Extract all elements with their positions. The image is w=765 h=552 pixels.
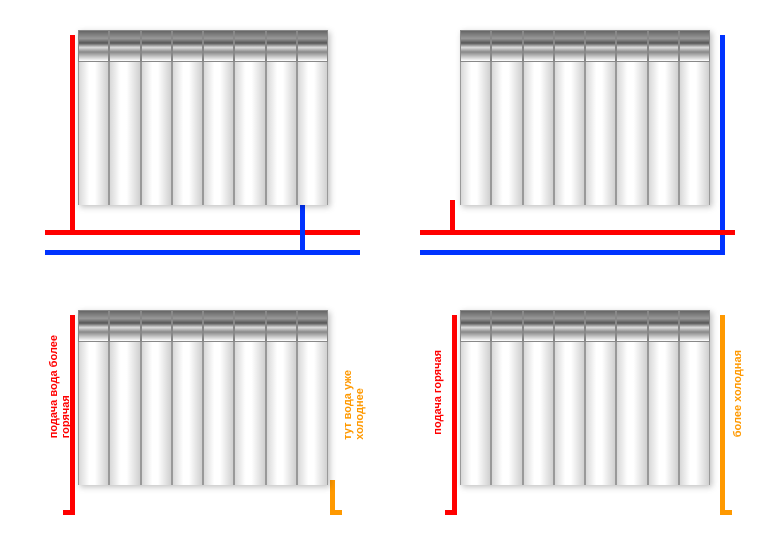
radiator-section bbox=[203, 62, 234, 206]
radiator bbox=[460, 30, 710, 205]
radiator-section bbox=[679, 342, 710, 486]
radiator-section-top bbox=[460, 310, 491, 342]
radiator-section bbox=[297, 342, 328, 486]
warm-pipe bbox=[720, 510, 732, 515]
radiator-top bbox=[78, 310, 328, 342]
radiator-section-top bbox=[585, 30, 616, 62]
radiator-section-top bbox=[141, 310, 172, 342]
radiator-section bbox=[203, 342, 234, 486]
radiator-section-top bbox=[679, 310, 710, 342]
radiator-section bbox=[491, 62, 522, 206]
radiator-section bbox=[648, 62, 679, 206]
radiator-section bbox=[266, 62, 297, 206]
radiator-section-top bbox=[172, 310, 203, 342]
radiator-section-top bbox=[78, 310, 109, 342]
radiator-section bbox=[554, 62, 585, 206]
radiator-section-top bbox=[203, 310, 234, 342]
warm-pipe bbox=[330, 510, 342, 515]
radiator-section-top bbox=[554, 310, 585, 342]
cold-pipe bbox=[720, 35, 725, 250]
pipe-label: тут вода уже холоднее bbox=[342, 370, 366, 440]
radiator-section bbox=[266, 342, 297, 486]
radiator-section-top bbox=[109, 310, 140, 342]
radiator-section-top bbox=[109, 30, 140, 62]
radiator-body bbox=[460, 342, 710, 486]
radiator-section bbox=[585, 342, 616, 486]
hot-pipe bbox=[45, 230, 360, 235]
radiator-section bbox=[523, 62, 554, 206]
radiator-section-top bbox=[491, 310, 522, 342]
radiator-top bbox=[460, 30, 710, 62]
radiator-section-top bbox=[203, 30, 234, 62]
radiator-section-top bbox=[266, 30, 297, 62]
radiator-section bbox=[523, 342, 554, 486]
hot-pipe bbox=[445, 510, 457, 515]
radiator-section bbox=[616, 342, 647, 486]
radiator-section-top bbox=[141, 30, 172, 62]
radiator bbox=[78, 30, 328, 205]
warm-pipe bbox=[720, 315, 725, 515]
radiator-section bbox=[172, 62, 203, 206]
radiator-section-top bbox=[172, 30, 203, 62]
radiator-top bbox=[460, 310, 710, 342]
pipe-label: подача вода более горячая bbox=[48, 335, 72, 438]
radiator-section bbox=[141, 62, 172, 206]
radiator-body bbox=[78, 342, 328, 486]
radiator-section bbox=[109, 62, 140, 206]
radiator-section bbox=[679, 62, 710, 206]
radiator-section-top bbox=[491, 30, 522, 62]
cold-pipe bbox=[300, 200, 305, 250]
radiator-section-top bbox=[523, 30, 554, 62]
radiator-section-top bbox=[616, 310, 647, 342]
radiator-section-top bbox=[234, 30, 265, 62]
radiator bbox=[78, 310, 328, 485]
radiator-section bbox=[141, 342, 172, 486]
warm-pipe bbox=[330, 480, 335, 515]
cold-pipe bbox=[420, 250, 725, 255]
radiator-section bbox=[648, 342, 679, 486]
radiator-section bbox=[78, 62, 109, 206]
radiator-section-top bbox=[297, 30, 328, 62]
radiator-section-top bbox=[78, 30, 109, 62]
radiator-section-top bbox=[266, 310, 297, 342]
radiator-section bbox=[234, 62, 265, 206]
radiator-section bbox=[109, 342, 140, 486]
radiator-section bbox=[491, 342, 522, 486]
cold-pipe bbox=[45, 250, 360, 255]
radiator bbox=[460, 310, 710, 485]
radiator-section bbox=[554, 342, 585, 486]
radiator-section-top bbox=[616, 30, 647, 62]
radiator-section bbox=[460, 342, 491, 486]
hot-pipe bbox=[450, 200, 455, 235]
pipe-label: более холодная bbox=[732, 350, 744, 437]
radiator-section-top bbox=[460, 30, 491, 62]
radiator-section bbox=[234, 342, 265, 486]
radiator-section bbox=[616, 62, 647, 206]
radiator-body bbox=[460, 62, 710, 206]
radiator-top bbox=[78, 30, 328, 62]
radiator-section-top bbox=[679, 30, 710, 62]
hot-pipe bbox=[70, 35, 75, 230]
radiator-body bbox=[78, 62, 328, 206]
radiator-section-top bbox=[523, 310, 554, 342]
radiator-section-top bbox=[648, 310, 679, 342]
radiator-section bbox=[585, 62, 616, 206]
radiator-section bbox=[172, 342, 203, 486]
radiator-section-top bbox=[585, 310, 616, 342]
radiator-section-top bbox=[234, 310, 265, 342]
radiator-section bbox=[78, 342, 109, 486]
radiator-section bbox=[460, 62, 491, 206]
hot-pipe bbox=[63, 510, 75, 515]
radiator-section-top bbox=[297, 310, 328, 342]
radiator-section bbox=[297, 62, 328, 206]
hot-pipe bbox=[452, 315, 457, 510]
radiator-section-top bbox=[554, 30, 585, 62]
hot-pipe bbox=[420, 230, 735, 235]
pipe-label: подача горячая bbox=[432, 350, 444, 435]
radiator-section-top bbox=[648, 30, 679, 62]
